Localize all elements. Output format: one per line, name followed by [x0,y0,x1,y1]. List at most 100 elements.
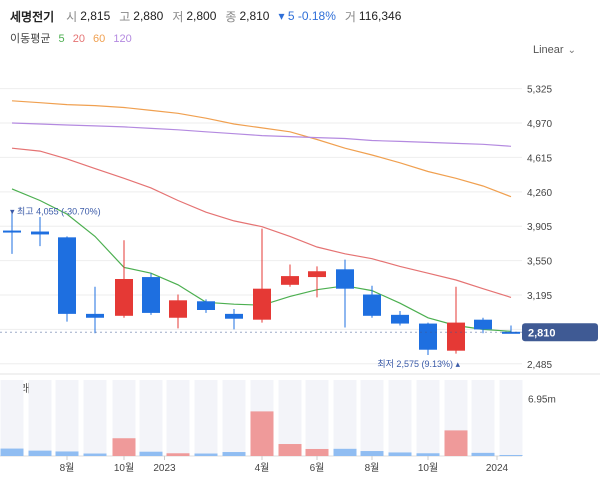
volume-bar-background [360,380,384,456]
volume-bar-background [305,380,329,456]
candle-down [3,230,21,233]
open-value: 2,815 [80,9,111,23]
volume-bar [166,453,190,456]
volume-bar [388,452,412,456]
volume-bar [416,453,440,456]
volume-bar [55,451,79,456]
low-value: 2,800 [186,9,217,23]
candle-down [225,313,243,319]
candle-down [502,331,520,334]
price-y-tick: 3,550 [527,257,552,268]
candle-down [336,269,354,289]
volume-bar-background [499,380,523,456]
volume-bar [222,452,246,456]
volume-bar-background [28,380,52,456]
x-tick-label: 4월 [255,462,270,474]
candle-up [115,279,133,316]
x-tick-label: 8월 [60,462,75,474]
candle-down [197,301,215,310]
price-y-tick: 2,485 [527,360,552,371]
volume-bar-background [388,380,412,456]
high-value: 2,880 [133,9,164,23]
candle-down [391,314,409,324]
x-tick-label: 2023 [153,463,176,474]
volume-bar [194,453,218,456]
volume-bar [139,451,163,456]
volume-bar [471,452,495,456]
price-y-tick: 4,260 [527,188,552,199]
volume-bar-background [83,380,107,456]
volume-value: 116,346 [358,9,402,23]
price-y-tick: 5,325 [527,85,552,96]
volume-y-tick: 6.95m [528,395,556,406]
volume-bar-background [166,380,190,456]
volume-bar [305,448,329,456]
x-tick-label: 8월 [365,462,380,474]
volume-bar [499,455,523,456]
candle-up [281,276,299,285]
moving-average-legend: 이동평균 5 20 60 120 [10,30,137,46]
ma-20-line [11,147,512,298]
current-price-tag [522,323,598,342]
volume-bar [112,438,136,456]
candle-down [142,277,160,313]
candle-down [86,313,104,318]
ma-legend-label: 이동평균 [10,33,51,45]
volume-bar-background [471,380,495,456]
candle-down [474,319,492,330]
volume-bar [360,451,384,456]
candle-down [58,237,76,314]
open-label: 시 [66,9,78,24]
volume-bar-background [222,380,246,456]
x-tick-label: 2024 [486,463,509,474]
candle-up [447,322,465,351]
candle-down [419,323,437,350]
candle-up [308,271,326,278]
price-y-tick: 3,195 [527,291,552,302]
candle-down [363,294,381,316]
change-value: ▾ 5 -0.18% [278,9,336,23]
price-y-tick: 4,615 [527,153,552,164]
x-tick-label: 10월 [114,462,134,474]
volume-bar [278,444,302,456]
ma-120-line [11,122,512,147]
candle-up [169,300,187,318]
ma-20-label[interactable]: 20 [72,33,85,45]
x-tick-label: 10월 [418,462,438,474]
volume-bar-background [139,380,163,456]
volume-bar-background [112,380,136,456]
high-label: 고 [119,9,131,24]
candle-up [253,288,271,320]
volume-bar-background [194,380,218,456]
ma-5-label[interactable]: 5 [58,33,65,45]
x-tick-label: 6월 [310,462,325,474]
stock-name: 세명전기 [10,9,55,24]
close-value: 2,810 [239,9,270,23]
stock-header: 세명전기 시 2,815 고 2,880 저 2,800 종 2,810 ▾ 5… [10,4,410,28]
candle-down [31,231,49,235]
low-label: 저 [172,9,184,24]
volume-bar [0,448,24,456]
ma-60-line [11,100,512,198]
price-y-tick: 3,905 [527,222,552,233]
volume-bar [333,448,357,456]
current-price-label: 2,810 [528,327,556,339]
close-label: 종 [225,9,237,24]
volume-bar-background [416,380,440,456]
volume-bar-background [278,380,302,456]
price-y-tick: 4,970 [527,119,552,130]
volume-label: 거 [344,9,356,24]
volume-bar [250,411,274,456]
volume-bar-background [333,380,357,456]
volume-bar [28,450,52,456]
volume-bar-background [55,380,79,456]
scale-toggle-button[interactable]: Linear ⌄ [533,44,576,56]
ma-120-label[interactable]: 120 [113,33,132,45]
ma-60-label[interactable]: 60 [93,33,106,45]
volume-bar [83,453,107,456]
chevron-down-icon: ⌄ [567,45,576,56]
volume-bar-background [0,380,24,456]
volume-bar [444,430,468,456]
high-annotation: ▾ 최고 4,055 (-30.70%) [10,207,101,217]
